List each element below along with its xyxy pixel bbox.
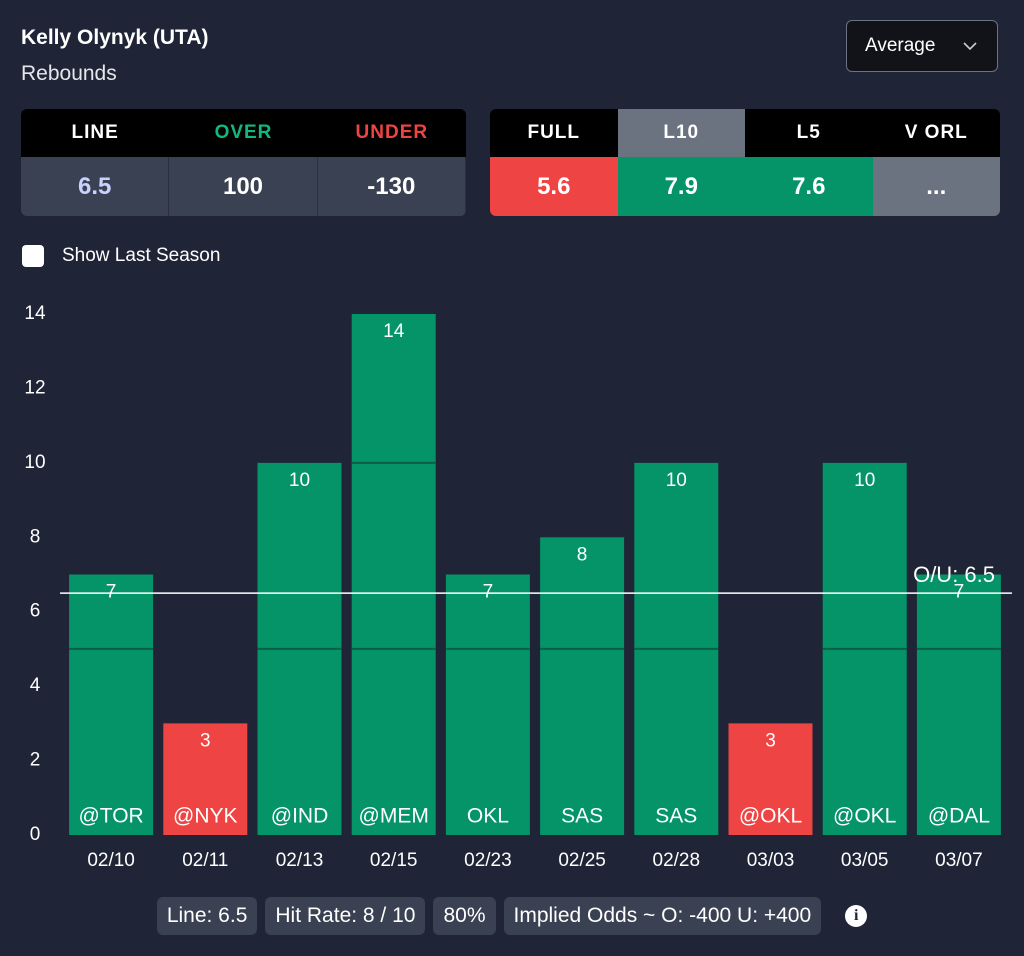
y-tick-label: 8 bbox=[30, 526, 41, 547]
value-label: 3 bbox=[200, 730, 211, 751]
value-label: 10 bbox=[289, 470, 310, 491]
dropdown[interactable]: Average bbox=[846, 20, 998, 72]
value-label: 3 bbox=[765, 730, 776, 751]
x-tick-label: 02/25 bbox=[558, 850, 606, 871]
checkbox[interactable] bbox=[22, 245, 44, 267]
value-label: 8 bbox=[577, 544, 588, 565]
pill: Hit Rate: 8 / 10 bbox=[265, 897, 426, 935]
opponent-label: @DAL bbox=[928, 805, 990, 828]
chevron bbox=[963, 42, 978, 51]
header-cell[interactable]: V ORL bbox=[872, 109, 1000, 157]
x-tick-label: 02/23 bbox=[464, 850, 512, 871]
header-cell[interactable]: L10 bbox=[617, 109, 745, 157]
x-tick-label: 02/15 bbox=[370, 850, 418, 871]
header-cell[interactable]: L5 bbox=[745, 109, 873, 157]
header-cell: OVER bbox=[169, 109, 318, 157]
bar bbox=[69, 574, 154, 835]
info-icon[interactable]: i bbox=[845, 905, 868, 927]
opponent-label: @NYK bbox=[173, 805, 238, 828]
x-tick-label: 03/07 bbox=[935, 850, 983, 871]
opponent-label: @OKL bbox=[739, 805, 802, 828]
checkbox-label[interactable]: Show Last Season bbox=[62, 245, 221, 266]
opponent-label: OKL bbox=[467, 805, 509, 828]
averages-table: FULL L10 L5 V ORL 5.6 7.9 7.6 ... bbox=[490, 109, 1000, 216]
y-tick-label: 2 bbox=[30, 750, 41, 771]
stat-name: Rebounds bbox=[21, 62, 117, 85]
opponent-label: SAS bbox=[561, 805, 603, 828]
value-cell: 6.5 bbox=[21, 157, 170, 216]
opponent-label: @MEM bbox=[359, 805, 429, 828]
bar bbox=[163, 723, 248, 835]
x-tick-label: 02/11 bbox=[182, 850, 228, 871]
value-label: 7 bbox=[106, 582, 117, 603]
y-tick-label: 10 bbox=[24, 452, 45, 473]
opponent-label: @IND bbox=[271, 805, 328, 828]
header-cell: LINE bbox=[21, 109, 170, 157]
y-tick-label: 6 bbox=[30, 601, 41, 622]
x-tick-label: 03/03 bbox=[747, 850, 795, 871]
x-tick-label: 02/28 bbox=[653, 850, 701, 871]
header-cell: UNDER bbox=[317, 109, 466, 157]
odds-table: LINE OVER UNDER 6.5 100 -130 bbox=[21, 109, 466, 216]
value-label: 10 bbox=[666, 470, 687, 491]
value-cell: 7.6 bbox=[745, 157, 873, 216]
bar bbox=[445, 574, 530, 835]
value-cell: 7.9 bbox=[617, 157, 745, 216]
y-tick-label: 4 bbox=[30, 675, 41, 696]
pill: 80% bbox=[433, 897, 496, 935]
value-label: 7 bbox=[954, 582, 965, 603]
bar bbox=[351, 314, 436, 835]
value-label: 7 bbox=[483, 582, 494, 603]
bar bbox=[540, 537, 625, 835]
value-cell: -130 bbox=[317, 157, 466, 216]
opponent-label: SAS bbox=[655, 805, 697, 828]
y-tick-label: 14 bbox=[24, 303, 46, 324]
bar bbox=[916, 574, 1001, 835]
y-tick-label: 12 bbox=[24, 377, 45, 398]
y-tick-label: 0 bbox=[30, 824, 41, 845]
x-tick-label: 02/13 bbox=[276, 850, 324, 871]
player-name: Kelly Olynyk (UTA) bbox=[21, 26, 209, 49]
dropdown-value: Average bbox=[865, 35, 936, 56]
value-cell: 100 bbox=[169, 157, 318, 216]
x-tick-label: 02/10 bbox=[87, 850, 135, 871]
value-cell: ... bbox=[872, 157, 1000, 216]
threshold-label: O/U: 6.5 bbox=[913, 562, 995, 587]
header-cell[interactable]: FULL bbox=[490, 109, 618, 157]
x-tick-label: 03/05 bbox=[841, 850, 889, 871]
opponent-label: @OKL bbox=[833, 805, 896, 828]
value-cell: 5.6 bbox=[490, 157, 618, 216]
bar bbox=[728, 723, 813, 835]
pill: Line: 6.5 bbox=[156, 897, 258, 935]
pill: Implied Odds ~ O: -400 U: +400 bbox=[503, 897, 822, 935]
footer: Line: 6.5 Hit Rate: 8 / 10 80% Implied O… bbox=[0, 897, 1024, 935]
value-label: 10 bbox=[854, 470, 875, 491]
value-label: 14 bbox=[383, 321, 405, 342]
opponent-label: @TOR bbox=[78, 805, 143, 828]
